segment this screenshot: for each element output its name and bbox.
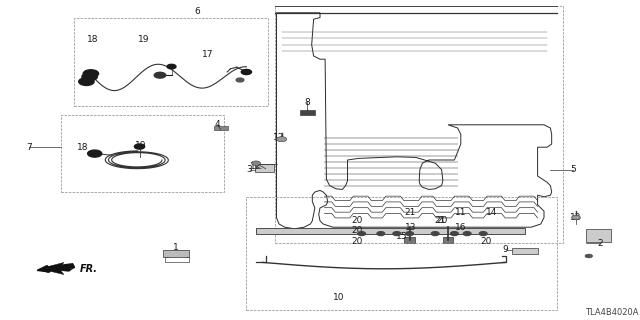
Circle shape xyxy=(134,144,145,149)
Circle shape xyxy=(88,150,102,157)
Text: 4: 4 xyxy=(215,120,220,129)
Bar xyxy=(74,18,268,106)
Circle shape xyxy=(83,70,99,77)
Text: 2: 2 xyxy=(598,239,603,248)
Text: 21: 21 xyxy=(435,216,446,225)
Circle shape xyxy=(479,232,487,236)
Text: 16: 16 xyxy=(455,223,467,232)
Text: 13: 13 xyxy=(405,223,417,232)
Text: 17: 17 xyxy=(202,50,214,59)
Text: 21: 21 xyxy=(404,208,415,217)
Circle shape xyxy=(406,232,413,236)
Bar xyxy=(61,115,224,192)
Circle shape xyxy=(393,232,401,236)
Text: 19: 19 xyxy=(138,36,150,44)
Text: TLA4B4020A: TLA4B4020A xyxy=(585,308,639,317)
Text: 12: 12 xyxy=(570,213,582,222)
Circle shape xyxy=(451,232,458,236)
Bar xyxy=(586,229,611,242)
Bar xyxy=(256,228,525,234)
Text: FR.: FR. xyxy=(80,264,98,274)
Circle shape xyxy=(358,232,365,236)
Text: 14: 14 xyxy=(486,208,497,217)
Circle shape xyxy=(79,78,94,85)
Bar xyxy=(214,126,228,130)
Text: 8: 8 xyxy=(305,98,310,107)
Circle shape xyxy=(572,215,580,220)
Circle shape xyxy=(154,72,166,78)
Text: 6: 6 xyxy=(195,7,200,16)
Circle shape xyxy=(241,69,252,75)
Bar xyxy=(512,248,538,254)
Text: 18: 18 xyxy=(77,143,89,152)
Text: 10: 10 xyxy=(333,293,345,302)
Bar xyxy=(246,197,557,310)
Text: 20: 20 xyxy=(351,237,363,246)
Text: 20: 20 xyxy=(436,216,447,225)
Circle shape xyxy=(377,232,385,236)
Polygon shape xyxy=(40,262,74,275)
Text: 20: 20 xyxy=(351,226,363,235)
Text: 1: 1 xyxy=(173,244,179,252)
Bar xyxy=(275,6,563,243)
Text: 7: 7 xyxy=(26,143,31,152)
Circle shape xyxy=(82,73,97,81)
Bar xyxy=(300,110,315,115)
Text: 12: 12 xyxy=(273,133,284,142)
Circle shape xyxy=(276,137,287,142)
Bar xyxy=(404,237,415,243)
Text: 19: 19 xyxy=(135,141,147,150)
Circle shape xyxy=(167,64,176,69)
Bar xyxy=(443,237,453,243)
Bar xyxy=(255,164,274,172)
Text: 5: 5 xyxy=(570,165,575,174)
Circle shape xyxy=(431,232,439,236)
Text: 9: 9 xyxy=(503,245,508,254)
Text: 3: 3 xyxy=(247,165,252,174)
Bar xyxy=(163,250,189,257)
Text: 15: 15 xyxy=(396,232,408,241)
Circle shape xyxy=(463,232,471,236)
Text: 11: 11 xyxy=(455,208,467,217)
Circle shape xyxy=(585,254,593,258)
Text: 20: 20 xyxy=(351,216,363,225)
Text: 12: 12 xyxy=(250,162,262,171)
Text: 18: 18 xyxy=(87,36,99,44)
Circle shape xyxy=(236,78,244,82)
FancyArrow shape xyxy=(37,264,75,272)
Text: 20: 20 xyxy=(481,237,492,246)
Circle shape xyxy=(252,161,260,165)
